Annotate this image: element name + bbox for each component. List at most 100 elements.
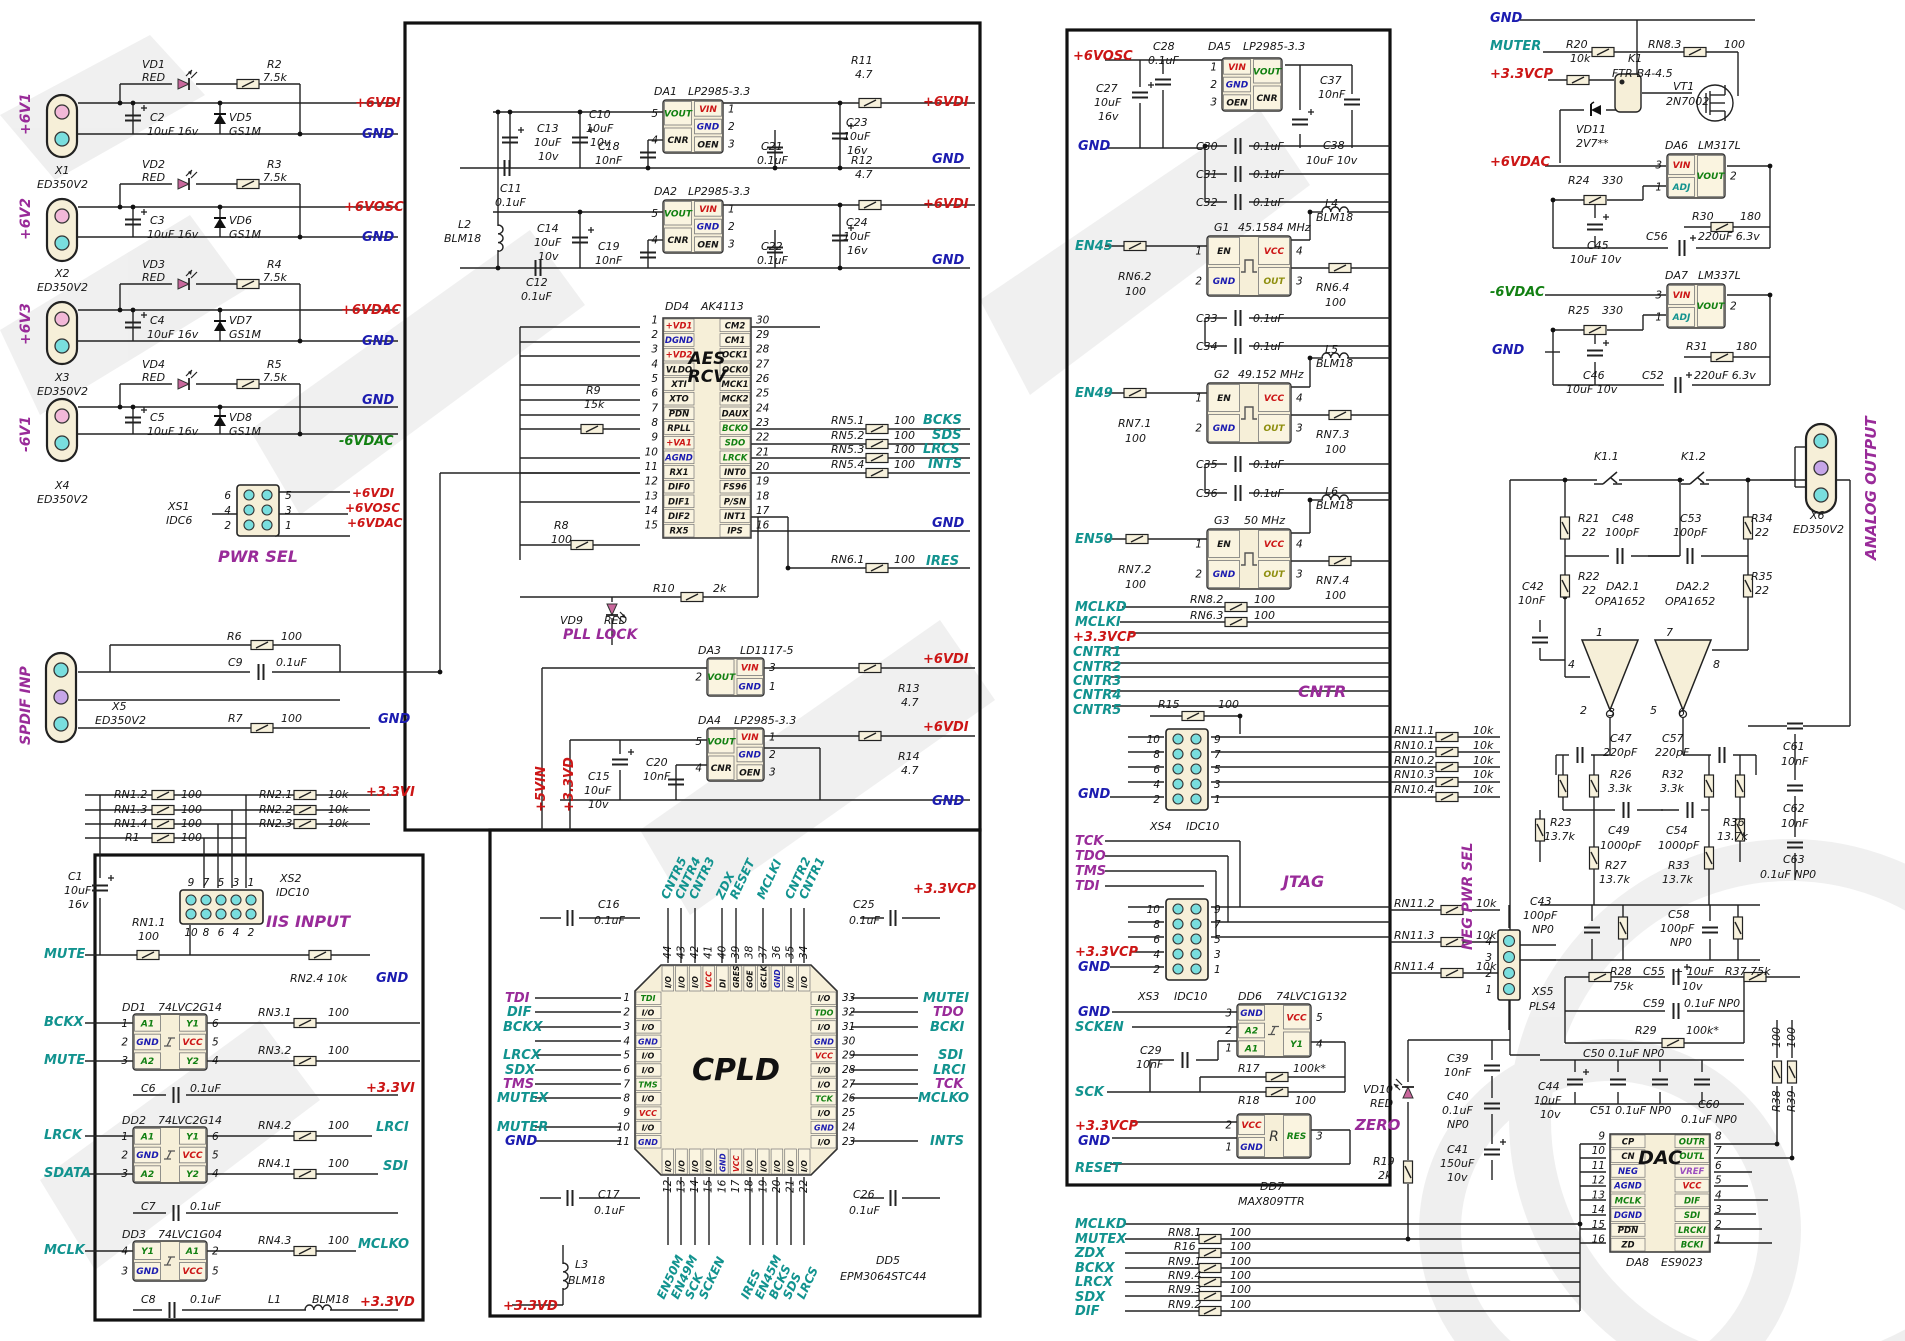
c37-capacitor	[1344, 98, 1360, 106]
pin-number: 19	[757, 1179, 769, 1193]
label-gnd: GND	[932, 516, 965, 531]
pin-number: 3	[1655, 290, 1662, 302]
label-r19: R19	[1373, 1155, 1395, 1168]
c46-capacitor	[1587, 340, 1609, 357]
rn1.2-resistor	[151, 789, 175, 801]
r14-resistor	[858, 730, 882, 742]
label-blm18: BLM18	[444, 232, 481, 245]
label-100pf: 100pF	[1673, 526, 1708, 539]
xs1-pin-number: 1	[285, 520, 292, 532]
rn6.3-resistor	[1224, 616, 1248, 628]
r19-resistor	[1402, 1160, 1414, 1184]
label-10v: 10v	[588, 798, 609, 811]
xs5-pin-number: 2	[1485, 968, 1492, 980]
label-r16: R16	[1174, 1240, 1196, 1253]
pin-label-mclk: MCLK	[1615, 1196, 1643, 1206]
label-100: 100	[1295, 1094, 1316, 1107]
dd4-ic: +VD1 1 DGND 2 +VD2 3 VLDO 4 XTI 5 XTO 6 PDN 7 RPLL 8 +VA…	[645, 314, 770, 539]
pin-number: 4	[651, 358, 658, 370]
pin-label-a2: A2	[1244, 1027, 1258, 1037]
label-muter: MUTER	[497, 1120, 548, 1135]
pin-label-i-o: I/O	[664, 1159, 673, 1172]
pin-number: 4	[212, 1168, 219, 1180]
label-red: RED	[604, 614, 627, 627]
label-10k: 10k	[1473, 724, 1494, 737]
pin-label-vcc: VCC	[182, 1151, 203, 1161]
label-rn4-1: RN4.1	[258, 1157, 291, 1170]
label-3-3vcp: +3.3VCP	[1075, 1119, 1139, 1134]
xs3-connector: 10 9 8 7 6 5 4 3 2 1	[1147, 898, 1221, 981]
pin-number: 13	[1592, 1189, 1605, 1201]
dd5-cpld-ic: TDI1I/O2I/O3GND4I/O5I/O6TMS7I/O8VCC9I/O1…	[617, 945, 856, 1193]
label-6vdi: +6VDI	[923, 197, 969, 212]
pin-number: 2	[728, 121, 735, 133]
pin-label-gnd: GND	[697, 123, 720, 133]
label-reset: RESET	[1075, 1161, 1122, 1176]
r13-resistor	[858, 662, 882, 674]
xs3-pin-number: 9	[1214, 904, 1221, 916]
junction-dot	[837, 100, 843, 106]
c44-capacitor	[1567, 1069, 1589, 1086]
rn1.4-resistor	[151, 818, 175, 830]
label-r6: R6	[227, 630, 242, 643]
pin-label-gnd: GND	[739, 683, 762, 693]
label-16v: 16v	[847, 244, 868, 257]
pin-label-i-o: I/O	[800, 1159, 809, 1172]
label-100: 100	[1254, 593, 1275, 606]
xs2-pin-number: 7	[203, 877, 210, 889]
c40-capacitor	[1484, 1102, 1500, 1110]
pin-label-vout: VOUT	[1253, 67, 1282, 77]
pin-number: 7	[623, 1078, 630, 1090]
label-rn5-3: RN5.3	[831, 443, 864, 456]
pin-label-mck2: MCK2	[721, 395, 748, 405]
label-220pf: 220pF	[1603, 746, 1638, 759]
label-3: 3	[1608, 706, 1615, 719]
label-r29: R29	[1635, 1024, 1657, 1037]
pin-label-vcc: VCC	[639, 1109, 657, 1118]
label-x4: X4	[54, 479, 70, 492]
junction-dot	[217, 204, 223, 210]
r10-resistor	[680, 591, 704, 603]
pin-label-y2: Y2	[186, 1170, 199, 1180]
pin-label-xti: XTI	[670, 380, 687, 390]
label-lp2985-3-3: LP2985-3.3	[688, 185, 750, 198]
xs4-pin-number: 1	[1214, 794, 1221, 806]
xs2-pin-number: 6	[218, 927, 225, 939]
label-red: RED	[142, 171, 165, 184]
c53-capacitor	[1686, 548, 1694, 564]
c7-capacitor	[172, 1205, 180, 1221]
label-ed350v2: ED350V2	[37, 281, 88, 294]
label-da5: DA5	[1208, 40, 1231, 53]
label-rn8-3: RN8.3	[1648, 38, 1681, 51]
label-lrci: LRCI	[376, 1120, 409, 1135]
pin-number: 15	[645, 520, 659, 532]
label-100: 100	[551, 533, 572, 546]
label-c57: C57	[1662, 732, 1684, 745]
pin-label-int1: INT1	[724, 512, 746, 522]
label-da3: DA3	[698, 644, 721, 657]
pin-number: 14	[645, 505, 658, 517]
pin-number: 4	[1296, 246, 1303, 258]
label-0-1uf: 0.1uF	[1253, 458, 1284, 471]
pin-number: 8	[651, 417, 658, 429]
label-g1: G1	[1214, 221, 1230, 234]
label-lp2985-3-3: LP2985-3.3	[1243, 40, 1305, 53]
label-6v1: +6V1	[18, 93, 34, 135]
label-tdi: TDI	[1075, 879, 1100, 894]
pin-label-a2: A2	[140, 1057, 154, 1067]
label-330: 330	[1602, 304, 1623, 317]
label-c12: C12	[526, 276, 548, 289]
label-max809ttr: MAX809TTR	[1238, 1195, 1305, 1208]
pin-label-i-o: I/O	[818, 1138, 831, 1147]
label-idc6: IDC6	[166, 514, 192, 527]
label-np0: NP0	[1532, 923, 1554, 936]
r26b-resistor	[1588, 774, 1600, 798]
label-0-1uf: 0.1uF	[757, 154, 788, 167]
pin-number: 4	[1296, 393, 1303, 405]
label-rn5-4: RN5.4	[831, 458, 864, 471]
label-vd11: VD11	[1576, 123, 1606, 136]
label-c20: C20	[646, 756, 668, 769]
label-3-3vcp: +3.3VCP	[1073, 630, 1137, 645]
label-gnd: GND	[362, 127, 395, 142]
